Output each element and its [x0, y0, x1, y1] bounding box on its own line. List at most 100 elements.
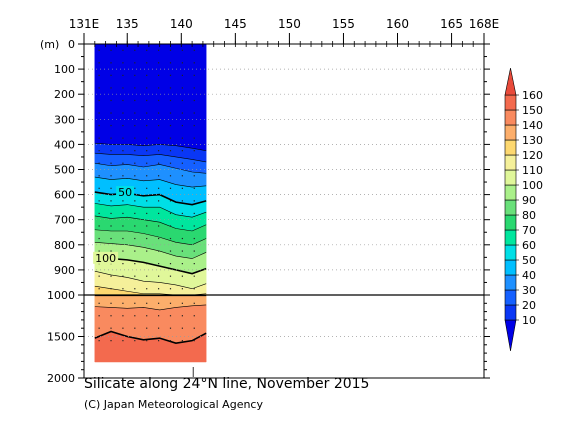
sample-dot: [157, 250, 160, 252]
x-tick-label: 135: [116, 17, 139, 31]
colorbar-label: 100: [522, 179, 543, 192]
sample-dot: [193, 302, 195, 304]
sample-dot: [122, 263, 124, 265]
colorbar-swatch: [504, 109, 517, 126]
y-tick-label: 600: [54, 189, 75, 202]
colorbar-swatch: [504, 169, 517, 186]
colorbar-swatch: [504, 244, 517, 261]
sample-dot: [122, 200, 124, 202]
y-unit-label: (m): [40, 38, 59, 51]
sample-dot: [134, 250, 136, 252]
y-tick-label: 300: [54, 113, 75, 126]
contour-line: [94, 304, 207, 311]
sample-dot: [98, 225, 100, 227]
sample-dot: [110, 175, 112, 177]
sample-dot: [98, 315, 100, 317]
sample-dot: [169, 87, 172, 89]
contour-label-layer: 50 100: [93, 186, 135, 265]
sample-dot: [98, 275, 100, 277]
sample-dot: [146, 162, 148, 164]
sample-dot: [157, 225, 160, 227]
contour-label-bg: [93, 251, 119, 264]
sample-dot: [169, 162, 172, 164]
sample-dot: [181, 327, 183, 329]
sample-dot: [157, 315, 160, 317]
sample-dot: [134, 288, 136, 290]
sample-dot: [146, 175, 148, 177]
sample-dot: [169, 200, 172, 202]
sample-dot: [122, 162, 124, 164]
sample-dot: [134, 275, 136, 277]
sample-dot: [134, 99, 136, 102]
colorbar-swatch: [504, 229, 517, 246]
contour-line: [94, 270, 207, 290]
colorbar-swatch: [504, 214, 517, 231]
sample-dot: [146, 327, 148, 329]
sample-dot: [134, 200, 136, 202]
sample-dot: [146, 340, 148, 342]
chart-credit: (C) Japan Meteorological Agency: [84, 398, 263, 411]
sample-dot: [157, 275, 160, 277]
contour-line: [94, 330, 207, 344]
sample-dot: [169, 187, 172, 189]
sample-dot: [110, 340, 112, 342]
sample-dot: [181, 124, 183, 127]
sample-dot: [169, 124, 172, 127]
sample-dot: [134, 175, 136, 177]
sample-dot: [181, 137, 183, 139]
colorbar-legend: 10 20 30 40 50 60 70 80 90 100 110 120 130 140 150 160: [504, 67, 543, 352]
sample-dot: [157, 62, 160, 64]
x-tick-label: 150: [278, 17, 301, 31]
sample-dot: [122, 237, 124, 240]
sample-dot: [193, 200, 195, 202]
colorbar-swatch: [504, 259, 517, 276]
sample-dot: [157, 212, 160, 215]
contour-label-bg: [116, 186, 135, 199]
sample-dot: [98, 250, 100, 252]
contour-line: [94, 152, 207, 163]
sample-dot: [181, 315, 183, 317]
sample-dot: [181, 237, 183, 240]
sample-dot: [134, 327, 136, 329]
sample-dot: [181, 275, 183, 277]
sample-dot: [110, 302, 112, 304]
sample-dot: [110, 74, 112, 76]
sample-dot: [157, 112, 160, 114]
contour-line: [94, 142, 207, 151]
colorbar-swatch: [504, 184, 517, 201]
sample-dot: [193, 275, 195, 277]
sample-dot: [122, 99, 124, 102]
sample-dot: [146, 150, 148, 152]
sample-dot: [110, 250, 112, 252]
sample-dot: [122, 250, 124, 252]
colorbar-swatch: [504, 304, 517, 321]
sample-dot: [169, 62, 172, 64]
sample-dot: [146, 62, 148, 64]
sample-dot: [122, 340, 124, 342]
sample-dot: [110, 62, 112, 64]
sample-dot: [134, 340, 136, 342]
x-axis: 131E 135 140 145 150 155 160 165 168E: [69, 17, 499, 47]
sample-dot: [193, 340, 195, 342]
colorbar-label: 70: [522, 224, 536, 237]
y-axis: 0 100 200 300 400 500 600 700 800 900 1000 1500 2000…: [40, 38, 490, 385]
sample-dot: [134, 162, 136, 164]
sample-dot: [98, 74, 100, 76]
x-tick-label: 165: [440, 17, 463, 31]
sample-dot: [122, 315, 124, 317]
sample-dot: [181, 87, 183, 89]
sample-dot: [134, 49, 136, 51]
contour-line: [94, 191, 207, 206]
sample-dot: [169, 150, 172, 152]
sample-dot: [110, 187, 112, 189]
sample-dot: [193, 315, 195, 317]
sample-dot: [181, 250, 183, 252]
sample-dot: [134, 263, 136, 265]
sample-dot: [146, 124, 148, 127]
colorbar-swatch: [504, 94, 517, 111]
sample-dot: [157, 302, 160, 304]
sample-dot: [110, 124, 112, 127]
sample-dot: [122, 87, 124, 89]
sample-dot: [98, 112, 100, 114]
